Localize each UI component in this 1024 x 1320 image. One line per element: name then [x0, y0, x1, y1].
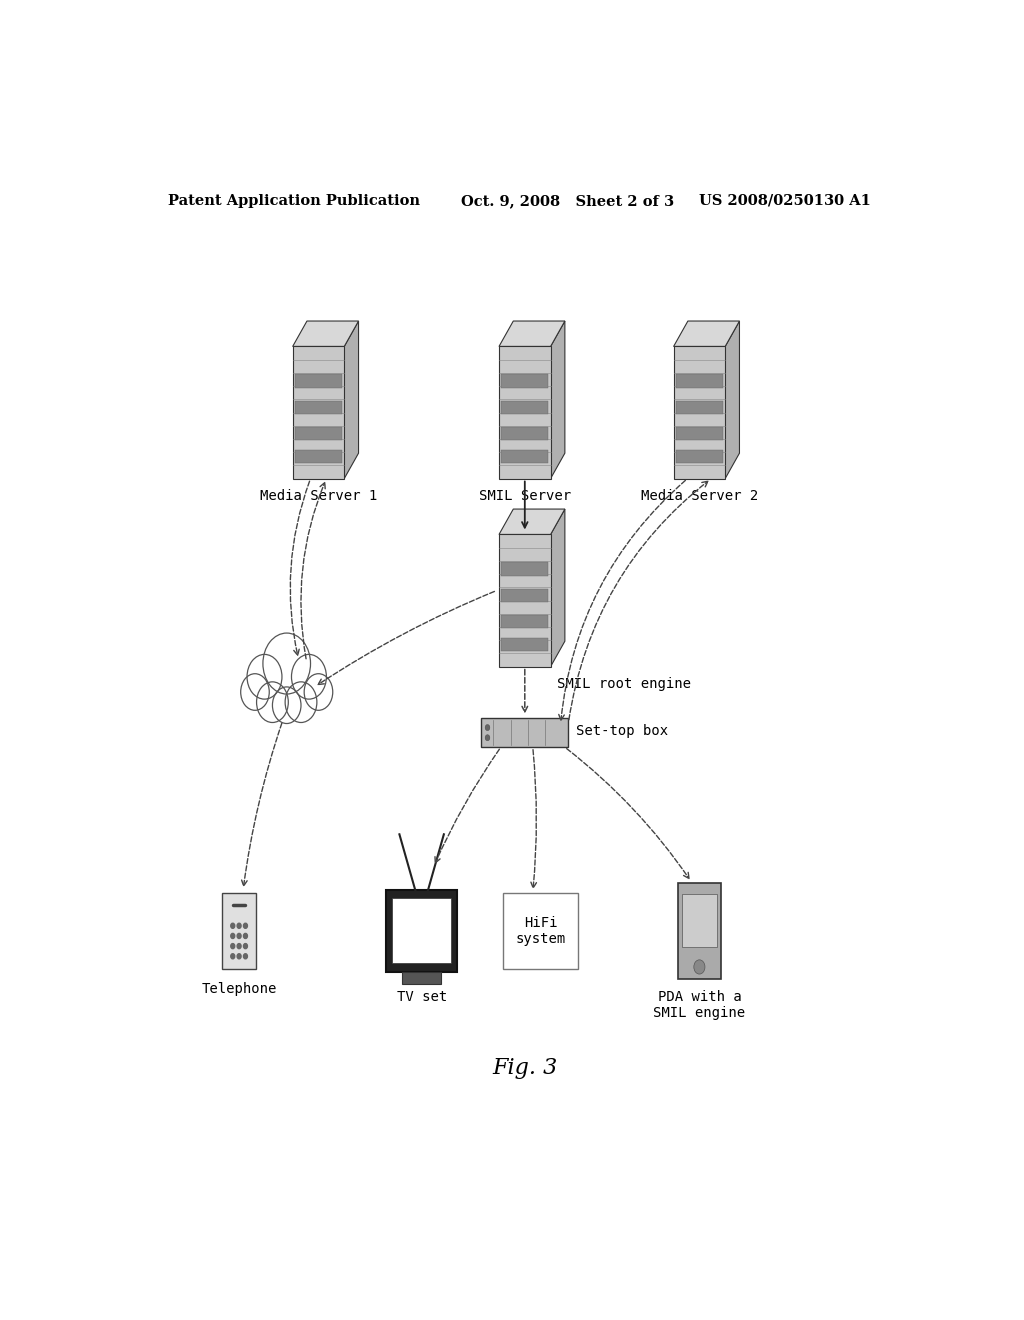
- Text: SMIL Server: SMIL Server: [479, 488, 570, 503]
- Bar: [502, 375, 548, 388]
- Bar: [502, 428, 548, 441]
- Text: Oct. 9, 2008   Sheet 2 of 3: Oct. 9, 2008 Sheet 2 of 3: [461, 194, 675, 209]
- Circle shape: [238, 954, 241, 958]
- Bar: [676, 401, 723, 414]
- Text: HiFi
system: HiFi system: [515, 916, 566, 946]
- Circle shape: [244, 923, 248, 928]
- Text: Telephone: Telephone: [202, 982, 276, 995]
- Bar: [502, 589, 548, 602]
- Bar: [481, 718, 568, 747]
- Polygon shape: [674, 346, 725, 479]
- Bar: [676, 375, 723, 388]
- Polygon shape: [551, 321, 565, 479]
- Circle shape: [694, 960, 705, 974]
- Bar: [678, 883, 721, 979]
- Bar: [676, 450, 723, 463]
- Circle shape: [292, 655, 327, 700]
- Polygon shape: [551, 510, 565, 667]
- Text: Fig. 3: Fig. 3: [493, 1057, 557, 1078]
- Text: TV set: TV set: [396, 990, 446, 1003]
- Bar: [503, 892, 579, 969]
- Circle shape: [230, 933, 234, 939]
- Bar: [295, 450, 342, 463]
- Circle shape: [244, 944, 248, 949]
- Text: Set-top box: Set-top box: [577, 723, 669, 738]
- Polygon shape: [344, 321, 358, 479]
- Circle shape: [230, 944, 234, 949]
- Circle shape: [272, 686, 301, 723]
- Polygon shape: [499, 321, 565, 346]
- Bar: [502, 401, 548, 414]
- Bar: [295, 428, 342, 441]
- Bar: [401, 972, 441, 983]
- Circle shape: [230, 954, 234, 958]
- Circle shape: [238, 944, 241, 949]
- Bar: [502, 450, 548, 463]
- Bar: [676, 428, 723, 441]
- Bar: [502, 562, 548, 576]
- Circle shape: [230, 923, 234, 928]
- Polygon shape: [499, 535, 551, 667]
- Bar: [502, 615, 548, 628]
- Bar: [295, 375, 342, 388]
- Polygon shape: [499, 346, 551, 479]
- Bar: [392, 899, 451, 964]
- Polygon shape: [725, 321, 739, 479]
- Bar: [295, 401, 342, 414]
- Circle shape: [244, 933, 248, 939]
- Text: PDA with a
SMIL engine: PDA with a SMIL engine: [653, 990, 745, 1020]
- Text: Patent Application Publication: Patent Application Publication: [168, 194, 420, 209]
- Text: Media Server 1: Media Server 1: [260, 488, 377, 503]
- Circle shape: [285, 682, 316, 722]
- Circle shape: [263, 634, 310, 694]
- Polygon shape: [293, 321, 358, 346]
- Text: SMIL root engine: SMIL root engine: [557, 677, 690, 690]
- Text: Media Server 2: Media Server 2: [641, 488, 758, 503]
- Circle shape: [485, 725, 489, 731]
- Bar: [222, 892, 256, 969]
- Circle shape: [257, 682, 289, 722]
- Polygon shape: [674, 321, 739, 346]
- Circle shape: [238, 933, 241, 939]
- Circle shape: [238, 923, 241, 928]
- Circle shape: [244, 954, 248, 958]
- Circle shape: [485, 735, 489, 741]
- Bar: [502, 638, 548, 651]
- Bar: [386, 890, 458, 972]
- Polygon shape: [499, 510, 565, 535]
- Text: US 2008/0250130 A1: US 2008/0250130 A1: [699, 194, 871, 209]
- Polygon shape: [293, 346, 344, 479]
- Bar: [682, 894, 717, 948]
- Circle shape: [241, 673, 269, 710]
- Circle shape: [304, 673, 333, 710]
- Circle shape: [247, 655, 282, 700]
